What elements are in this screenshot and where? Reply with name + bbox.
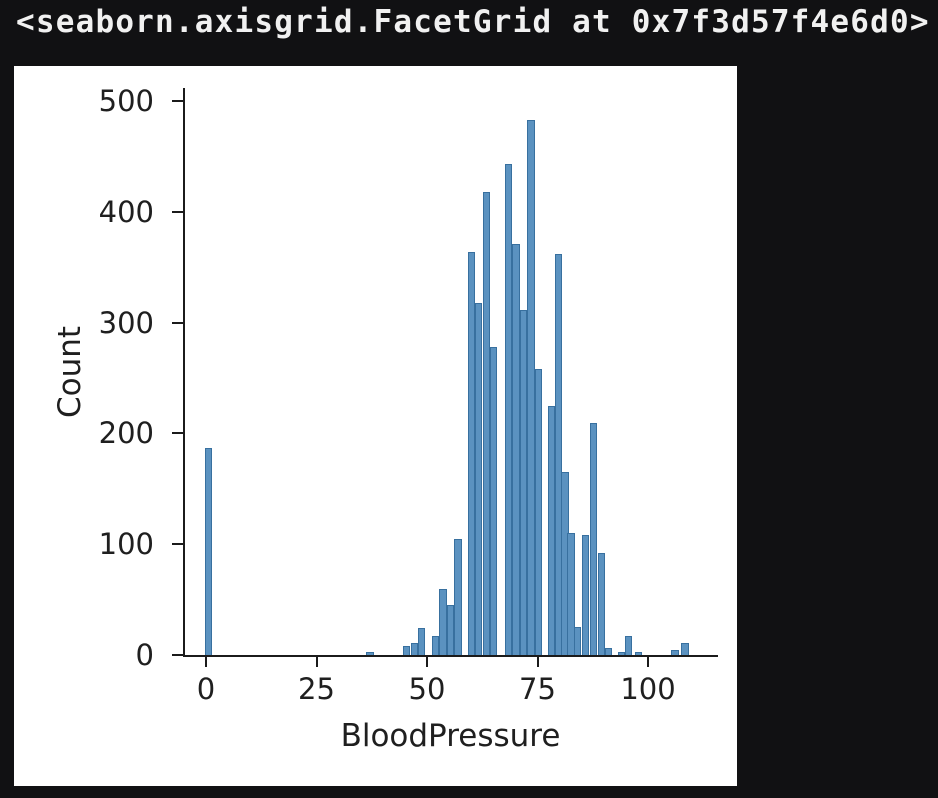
histogram-bar: [418, 628, 426, 655]
histogram-bar: [504, 164, 512, 655]
x-tick-label: 100: [620, 672, 676, 706]
x-tick-mark: [315, 657, 318, 667]
histogram-figure: 0 100 200 300 400 500 0 25 50 75 100 Count BloodPr…: [14, 66, 737, 786]
histogram-bar: [205, 447, 213, 655]
x-tick-mark: [647, 657, 649, 667]
histogram-bar: [573, 627, 581, 655]
x-tick-mark: [426, 657, 428, 667]
histogram-bar: [482, 191, 490, 655]
histogram-bar: [555, 253, 563, 655]
x-axis-spine: [183, 655, 718, 657]
y-tick-label: 0: [135, 638, 154, 672]
histogram-bar: [454, 538, 462, 655]
histogram-bar: [512, 243, 520, 655]
histogram-bar: [490, 347, 498, 655]
histogram-bar: [624, 636, 633, 655]
histogram-bar: [366, 651, 374, 655]
histogram-bar: [582, 535, 590, 655]
notebook-output-repr-text: <seaborn.axisgrid.FacetGrid at 0x7f3d57f…: [16, 4, 930, 40]
y-tick-label: 200: [98, 416, 154, 451]
y-tick-mark: [172, 210, 183, 213]
y-tick-label: 300: [98, 305, 154, 340]
y-tick-mark: [172, 654, 183, 656]
histogram-bar: [519, 310, 528, 655]
histogram-bar: [589, 423, 598, 655]
histogram-bar: [567, 533, 575, 655]
histogram-bar: [534, 369, 543, 655]
y-tick-label: 400: [98, 194, 154, 229]
histogram-bar: [439, 588, 447, 655]
y-tick-mark: [172, 543, 183, 546]
x-tick-label: 25: [298, 672, 335, 706]
x-tick-mark: [205, 657, 207, 667]
histogram-bar: [605, 648, 613, 655]
x-tick-label: 0: [196, 672, 216, 706]
y-tick-mark: [172, 432, 183, 435]
histogram-bar: [446, 605, 455, 655]
y-tick-mark: [172, 100, 183, 102]
y-tick-mark: [172, 321, 183, 324]
histogram-bar: [671, 649, 679, 655]
y-tick-label: 500: [98, 84, 154, 118]
histogram-bar: [617, 651, 626, 655]
y-tick-label: 100: [98, 527, 154, 562]
histogram-bar: [431, 636, 440, 655]
histogram-bar: [597, 553, 605, 655]
x-tick-mark: [536, 657, 539, 667]
histogram-bar: [527, 119, 535, 655]
histogram-bar: [467, 251, 475, 655]
histogram-bar: [635, 651, 643, 655]
histogram-bar: [475, 302, 483, 655]
histogram-bar: [410, 642, 418, 655]
y-axis-spine: [183, 88, 185, 657]
y-axis-label: Count: [52, 325, 88, 419]
histogram-bar: [547, 405, 555, 655]
x-tick-label: 50: [408, 672, 446, 706]
x-tick-label: 75: [519, 672, 556, 706]
histogram-bar: [403, 646, 411, 655]
x-axis-label: BloodPressure: [340, 718, 561, 754]
histogram-bar: [681, 642, 689, 655]
